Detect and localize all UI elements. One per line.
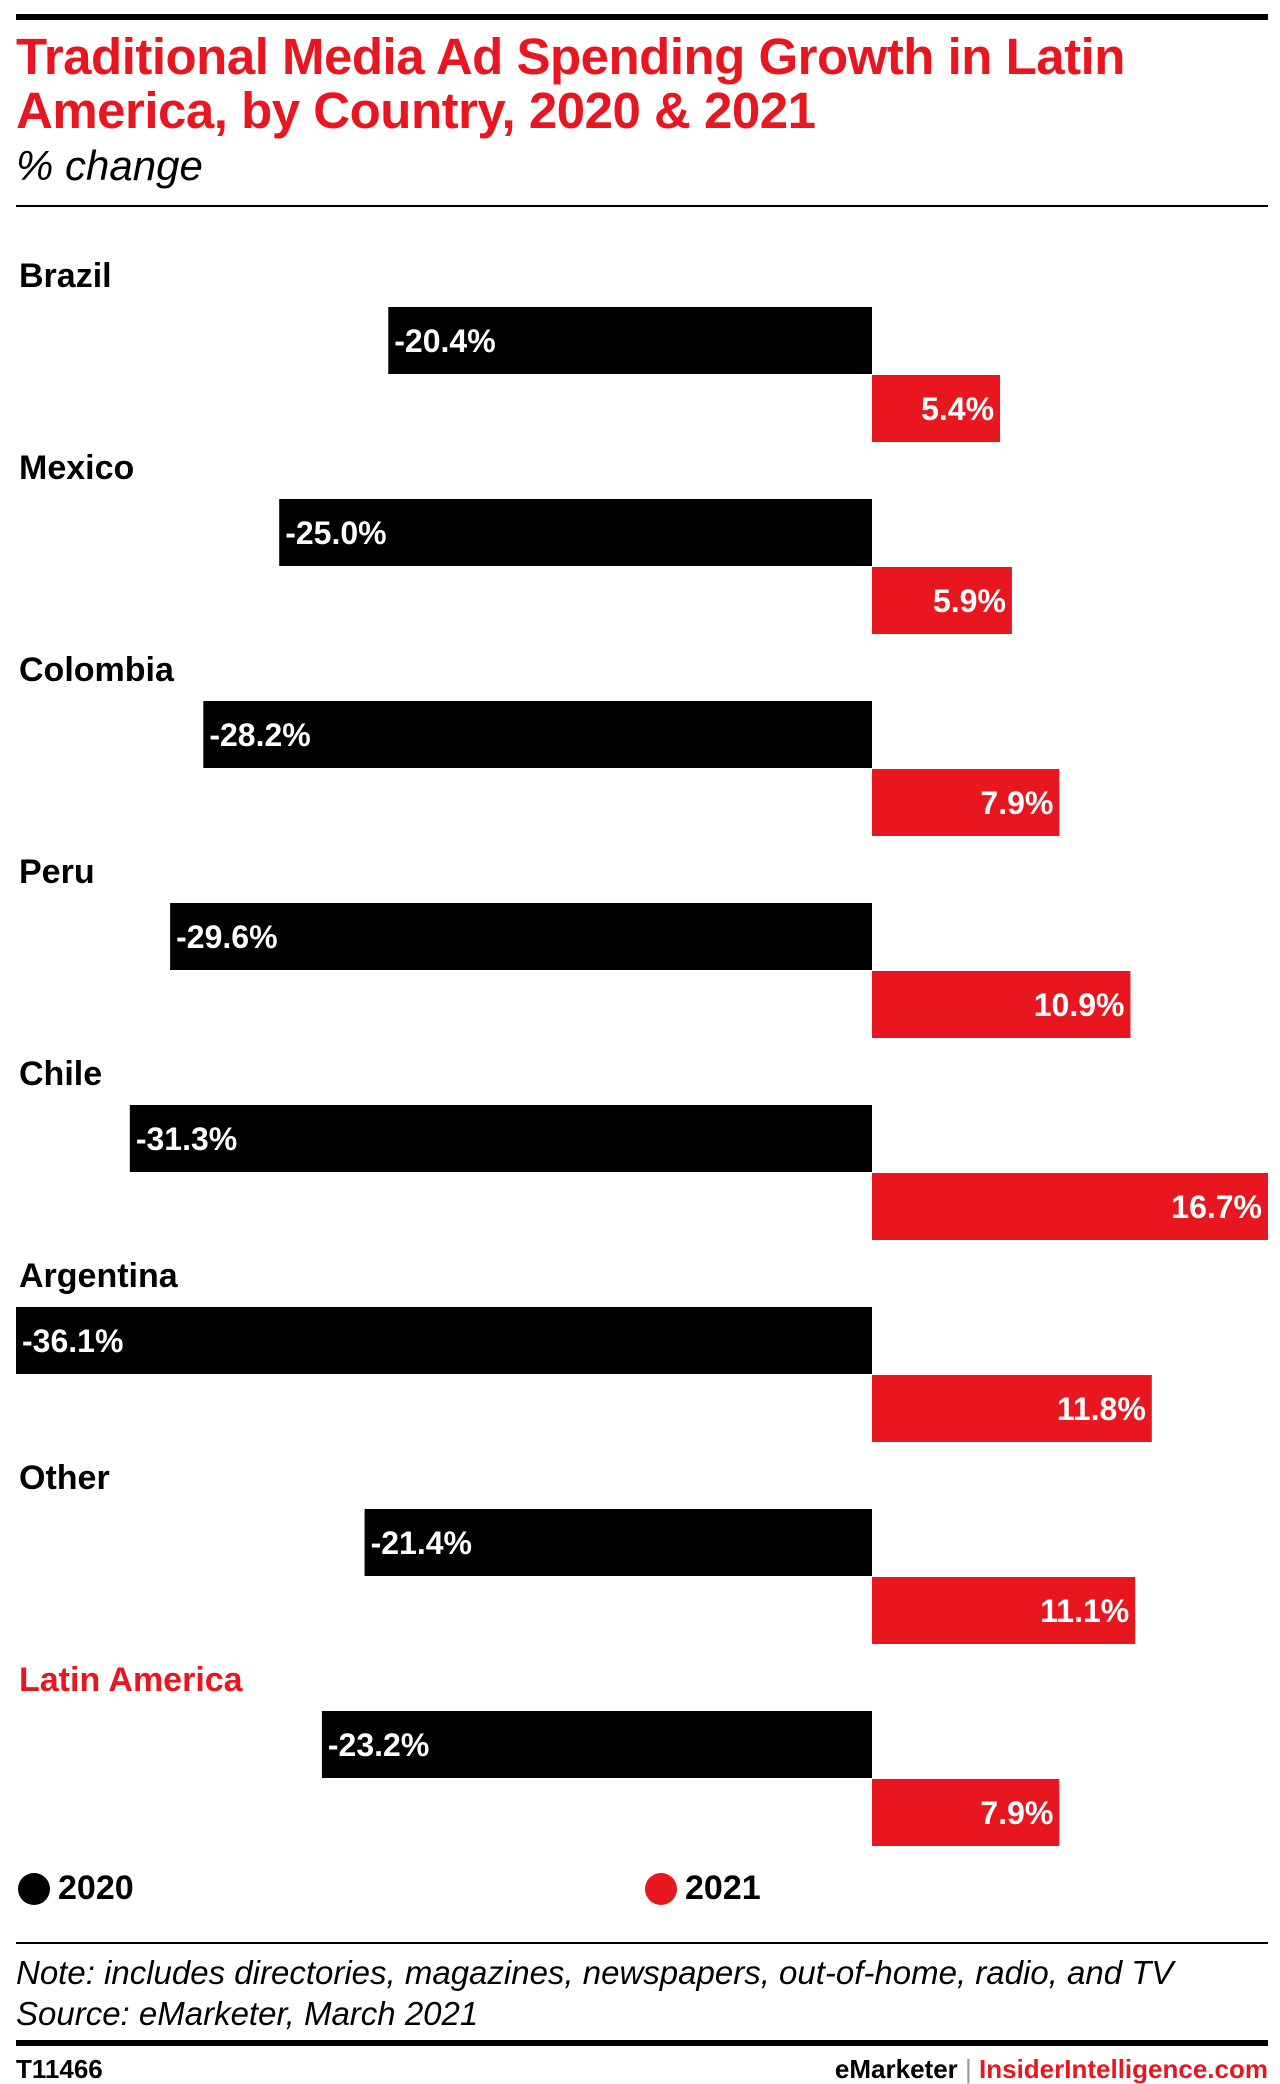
value-label-2020-peru: -29.6% (176, 919, 277, 955)
value-label-2020-chile: -31.3% (136, 1121, 237, 1157)
bar-chart: Brazil -20.4% 5.4% Mexico -25.0% 5.9% Colombia… (16, 257, 1268, 1846)
legend-swatch-2020 (18, 1872, 50, 1905)
legend-item-2020: 2020 (18, 1869, 134, 1908)
brand-separator: | (965, 2054, 972, 2084)
value-label-2021-latin-america: 7.9% (980, 1795, 1053, 1831)
category-label-argentina: Argentina (19, 1257, 179, 1295)
bar-2021-peru (872, 971, 1131, 1038)
chart-subtitle: % change (16, 142, 203, 189)
bar-2021-latin-america (872, 1779, 1060, 1846)
bar-2020-colombia (203, 701, 873, 768)
bar-2021-mexico (872, 567, 1012, 634)
footer-brand: eMarketer | InsiderIntelligence.com (835, 2054, 1268, 2084)
value-label-2021-brazil: 5.4% (921, 391, 994, 427)
bar-2020-latin-america (321, 1711, 873, 1778)
value-label-2020-latin-america: -23.2% (328, 1727, 429, 1763)
category-label-mexico: Mexico (19, 449, 134, 487)
bar-2020-brazil (388, 307, 873, 374)
chart-title: Traditional Media Ad Spending Growth in … (16, 28, 1125, 139)
bar-2021-colombia (872, 769, 1060, 836)
top-rule (16, 14, 1268, 20)
bar-2021-chile (872, 1173, 1268, 1240)
legend-swatch-2021 (645, 1872, 677, 1905)
note-text: Note: includes directories, magazines, n… (16, 1954, 1174, 1991)
bar-2020-chile (129, 1105, 873, 1172)
source-text: Source: eMarketer, March 2021 (16, 1995, 479, 2032)
value-label-2021-mexico: 5.9% (933, 583, 1006, 619)
value-label-2021-other: 11.1% (1040, 1593, 1129, 1629)
bar-2021-argentina (872, 1375, 1152, 1442)
site-link[interactable]: InsiderIntelligence.com (979, 2054, 1268, 2084)
category-label-other: Other (19, 1459, 110, 1497)
value-label-2021-peru: 10.9% (1034, 987, 1125, 1023)
category-label-brazil: Brazil (19, 257, 112, 295)
value-label-2020-mexico: -25.0% (285, 515, 386, 551)
value-label-2021-colombia: 7.9% (980, 785, 1053, 821)
footer-rule (16, 2040, 1268, 2046)
category-label-peru: Peru (19, 853, 95, 891)
bar-2021-brazil (872, 375, 1001, 442)
category-label-colombia: Colombia (19, 651, 175, 689)
bar-2020-other (364, 1509, 873, 1576)
chart-notes: Note: includes directories, magazines, n… (16, 1952, 1173, 2034)
value-label-2020-brazil: -20.4% (394, 323, 495, 359)
bar-2020-peru (170, 903, 873, 970)
legend-label-2021: 2021 (685, 1869, 761, 1907)
chart-id: T11466 (16, 2054, 103, 2084)
brand-name: eMarketer (834, 2054, 958, 2084)
value-label-2020-other: -21.4% (371, 1525, 472, 1561)
bar-2021-other (872, 1577, 1136, 1644)
value-label-2020-colombia: -28.2% (209, 717, 310, 753)
value-label-2020-argentina: -36.1% (22, 1323, 123, 1359)
title-divider (16, 205, 1268, 207)
value-label-2021-chile: 16.7% (1171, 1189, 1262, 1225)
bar-2020-mexico (279, 499, 873, 566)
note-divider (16, 1942, 1268, 1944)
category-label-latin-america: Latin America (19, 1661, 244, 1699)
bar-2020-argentina (16, 1307, 873, 1374)
value-label-2021-argentina: 11.8% (1057, 1391, 1146, 1427)
legend-item-2021: 2021 (645, 1869, 761, 1908)
category-label-chile: Chile (19, 1055, 102, 1093)
legend-label-2020: 2020 (58, 1869, 134, 1907)
